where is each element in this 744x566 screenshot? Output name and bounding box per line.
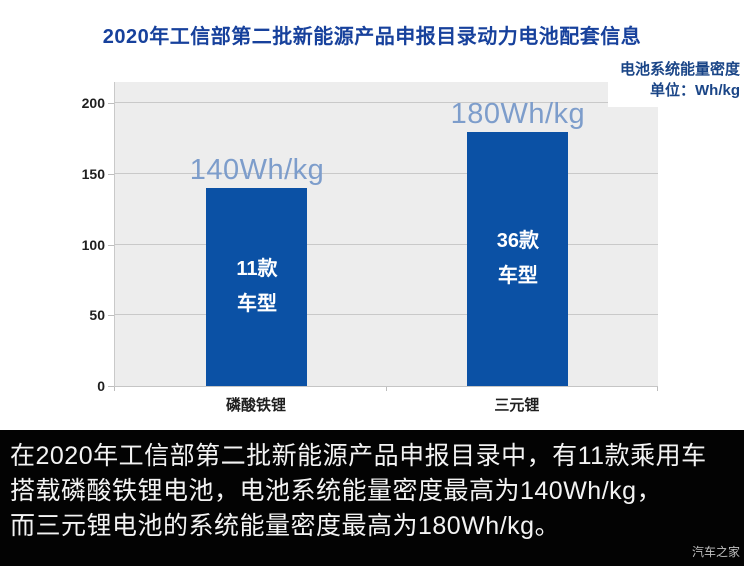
x-tick-mark: [114, 387, 115, 391]
y-tick-label-150: 150: [81, 165, 105, 182]
bar-annotation: 36款 车型: [496, 229, 540, 287]
gridline-200: [115, 102, 658, 104]
y-tick-mark-150: [108, 173, 114, 175]
y-tick-mark-50: [108, 315, 114, 317]
bar-value-label: 140Wh/kg: [189, 154, 325, 187]
caption-line-1: 在2020年工信部第二批新能源产品申报目录中，有11款乘用车: [10, 442, 707, 470]
caption-line-3: 而三元锂电池的系统能量密度最高为180Wh/kg。: [10, 512, 561, 540]
bar-三元锂: 36款 车型 180Wh/kg: [451, 98, 585, 386]
bar-annotation: 11款 车型: [236, 258, 278, 316]
bar-value-label: 180Wh/kg: [450, 97, 586, 130]
plot-area: 11款 车型 140Wh/kg 36款 车型 180Wh/kg: [114, 82, 658, 387]
caption-line-2: 搭载磷酸铁锂电池，电池系统能量密度最高为140Wh/kg，: [10, 477, 663, 505]
y-tick-mark-0: [108, 386, 114, 387]
legend-line-density: 电池系统能量密度: [619, 61, 740, 78]
caption-box: 在2020年工信部第二批新能源产品申报目录中，有11款乘用车 搭载磷酸铁锂电池，…: [0, 430, 744, 566]
gridline-50: [115, 314, 658, 316]
watermark-autohome: 汽车之家: [691, 545, 740, 559]
gridline-100: [115, 243, 658, 245]
x-tick-mark: [385, 387, 387, 391]
chart-legend: 电池系统能量密度 单位：Wh/kg: [607, 57, 742, 107]
chart-title: 2020年工信部第二批新能源产品申报目录动力电池配套信息: [102, 26, 642, 48]
x-category-label-磷酸铁锂: 磷酸铁锂: [225, 397, 286, 414]
y-tick-mark-100: [108, 244, 114, 246]
x-category-label-三元锂: 三元锂: [494, 397, 540, 414]
bar-磷酸铁锂: 11款 车型 140Wh/kg: [190, 154, 324, 386]
y-tick-label-200: 200: [81, 95, 105, 112]
y-tick-mark-200: [108, 103, 114, 105]
y-tick-label-0: 0: [97, 378, 105, 394]
legend-line-unit: 单位：Wh/kg: [650, 82, 740, 99]
y-tick-label-50: 50: [89, 307, 105, 324]
y-tick-label-100: 100: [81, 236, 105, 253]
gridline-150: [115, 172, 658, 174]
x-tick-mark: [657, 387, 658, 391]
